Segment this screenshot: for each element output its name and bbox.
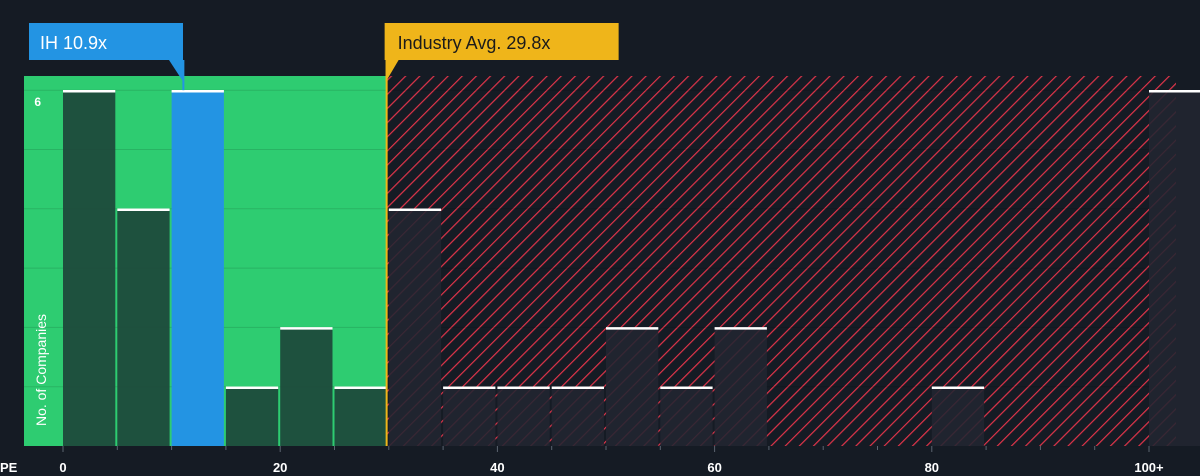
x-tick-label: 100+ bbox=[1134, 460, 1164, 475]
histogram-bar bbox=[714, 327, 767, 446]
company-callout-pointer bbox=[169, 60, 184, 82]
histogram-bar bbox=[388, 208, 442, 446]
x-tick-label: 60 bbox=[707, 460, 721, 475]
company-callout-label: IH 10.9x bbox=[40, 33, 107, 53]
histogram-bar bbox=[334, 386, 387, 446]
histogram-bar bbox=[1149, 90, 1200, 446]
highlighted-bar bbox=[171, 90, 224, 446]
x-axis-title: PE bbox=[0, 460, 18, 475]
histogram-bar bbox=[660, 386, 713, 446]
above-average-region bbox=[386, 76, 1176, 446]
histogram-bar bbox=[443, 386, 496, 446]
y-tick-label: 6 bbox=[34, 95, 41, 109]
x-tick-label: 20 bbox=[273, 460, 287, 475]
histogram-bar bbox=[497, 386, 550, 446]
industry-callout-label: Industry Avg. 29.8x bbox=[398, 33, 551, 53]
histogram-bar bbox=[606, 327, 659, 446]
x-tick-label: 80 bbox=[925, 460, 939, 475]
histogram-bar bbox=[280, 327, 333, 446]
industry-callout-box bbox=[384, 23, 619, 60]
histogram-bar bbox=[931, 386, 985, 446]
histogram-bar bbox=[117, 208, 170, 446]
histogram-bar bbox=[551, 386, 604, 446]
x-tick-label: 0 bbox=[59, 460, 66, 475]
industry-callout-pointer bbox=[385, 60, 399, 82]
x-tick-label: 40 bbox=[490, 460, 504, 475]
histogram-bar bbox=[63, 90, 116, 446]
y-axis-title: No. of Companies bbox=[33, 314, 49, 426]
histogram-bar bbox=[225, 386, 279, 446]
company-callout-box bbox=[29, 23, 183, 60]
